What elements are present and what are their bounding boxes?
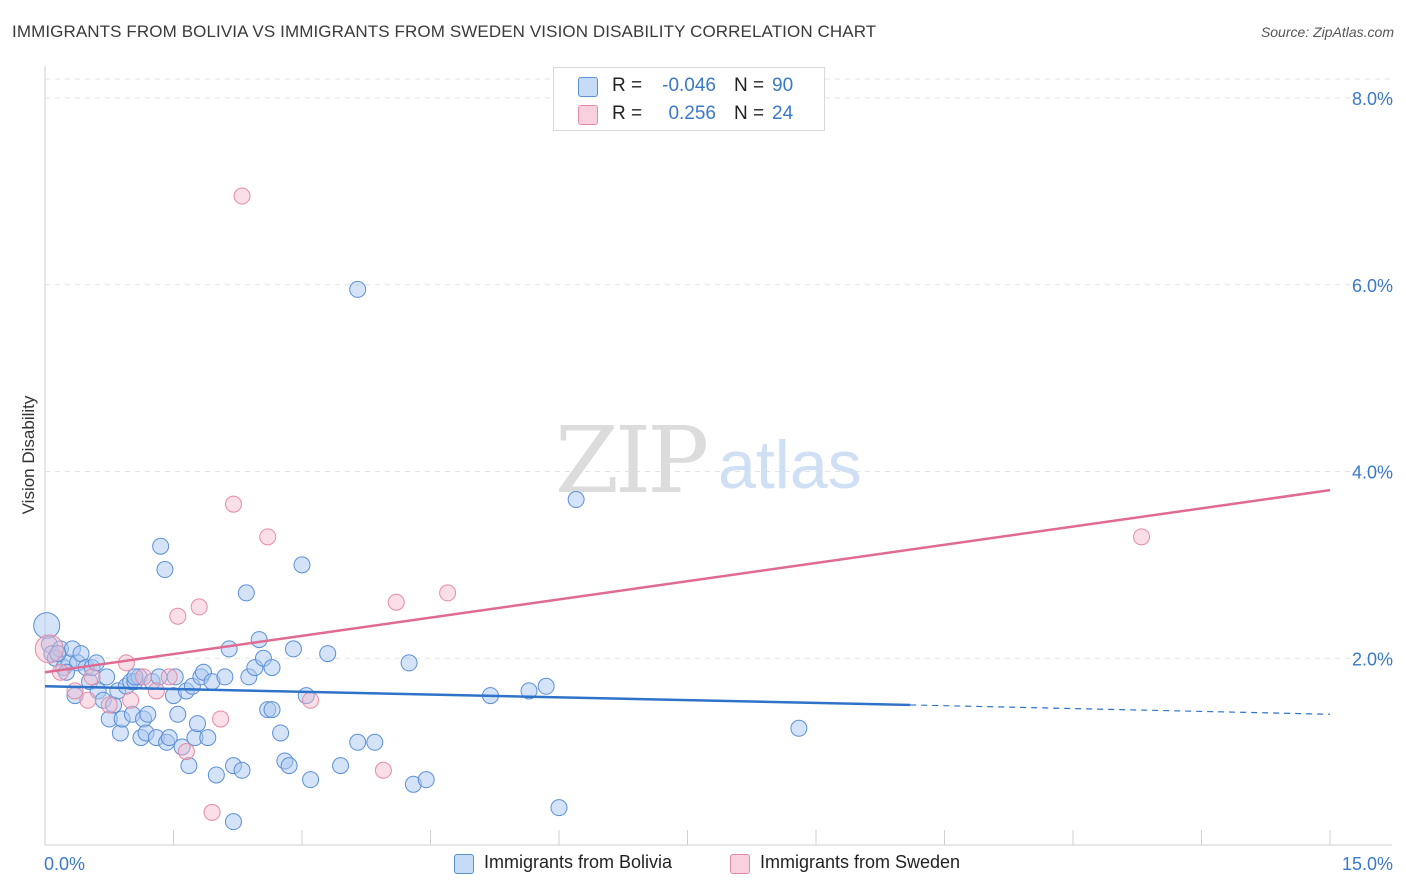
data-point-bolivia	[139, 705, 157, 723]
data-point-bolivia	[199, 729, 217, 747]
data-point-sweden	[160, 668, 178, 686]
y-tick-label: 8.0%	[1352, 89, 1393, 109]
y-tick-label: 6.0%	[1352, 276, 1393, 296]
data-point-sweden	[374, 761, 392, 779]
x-tick-label: 0.0%	[44, 854, 85, 874]
data-point-bolivia	[417, 771, 435, 789]
y-tick-label: 2.0%	[1352, 649, 1393, 669]
gridlines	[45, 78, 1392, 659]
trend-line-sweden	[44, 488, 1331, 674]
trend-lines	[44, 488, 1331, 715]
axes	[44, 66, 1392, 846]
n-value: 24	[772, 103, 794, 124]
legend-swatch-sweden	[578, 105, 598, 125]
watermark-atlas: atlas	[718, 427, 862, 503]
data-point-bolivia	[366, 733, 384, 751]
source-credit: Source: ZipAtlas.com	[1260, 24, 1394, 40]
tick-labels: 2.0% 4.0% 6.0% 8.0% 0.0% 15.0%	[44, 89, 1393, 874]
data-point-sweden	[439, 584, 457, 602]
y-axis-label: Vision Disability	[19, 395, 38, 514]
data-point-bolivia	[152, 537, 170, 555]
data-point-bolivia	[126, 668, 144, 686]
data-point-bolivia	[349, 733, 367, 751]
watermark: ZIP atlas	[555, 407, 862, 514]
data-point-bolivia	[319, 645, 337, 663]
data-point-sweden	[203, 803, 221, 821]
series-bolivia	[33, 280, 808, 831]
data-point-bolivia	[272, 724, 290, 742]
x-tick-label: 15.0%	[1342, 854, 1393, 874]
data-point-bolivia	[567, 491, 585, 509]
data-point-bolivia	[550, 799, 568, 817]
data-point-sweden	[34, 634, 64, 664]
data-point-sweden	[233, 187, 251, 205]
data-point-bolivia	[284, 640, 302, 658]
data-point-bolivia	[263, 659, 281, 677]
data-point-bolivia	[180, 757, 198, 775]
n-label: N =	[734, 75, 765, 96]
legend-label-bolivia: Immigrants from Bolivia	[484, 852, 673, 872]
data-point-bolivia	[166, 668, 184, 686]
legend-swatch-bolivia	[578, 77, 598, 97]
trend-line-bolivia-extension	[910, 704, 1331, 715]
r-label: R =	[612, 75, 643, 96]
data-point-sweden	[169, 607, 187, 625]
data-point-bolivia	[111, 724, 129, 742]
y-tick-label: 4.0%	[1352, 463, 1393, 483]
data-point-bolivia	[169, 705, 187, 723]
legend-swatch-sweden	[730, 854, 750, 874]
data-point-sweden	[224, 495, 242, 513]
data-point-bolivia	[233, 761, 251, 779]
trend-line-bolivia	[44, 685, 911, 707]
data-point-bolivia	[224, 813, 242, 831]
data-point-bolivia	[349, 280, 367, 298]
data-point-sweden	[177, 743, 195, 761]
data-point-bolivia	[237, 584, 255, 602]
data-point-bolivia	[537, 677, 555, 695]
series-legend: Immigrants from Bolivia Immigrants from …	[0, 852, 1406, 878]
n-value: 90	[772, 75, 794, 96]
data-point-sweden	[302, 691, 320, 709]
series-sweden	[34, 187, 1151, 821]
n-label: N =	[734, 103, 765, 124]
r-value: 0.256	[668, 103, 716, 124]
data-point-bolivia	[160, 729, 178, 747]
data-point-sweden	[79, 691, 97, 709]
data-point-bolivia	[220, 640, 238, 658]
data-point-sweden	[147, 682, 165, 700]
data-point-sweden	[83, 668, 101, 686]
data-point-bolivia	[520, 682, 538, 700]
data-point-sweden	[259, 528, 277, 546]
data-point-bolivia	[332, 757, 350, 775]
data-point-bolivia	[280, 757, 298, 775]
data-point-sweden	[212, 710, 230, 728]
data-point-bolivia	[400, 654, 418, 672]
chart-title: IMMIGRANTS FROM BOLIVIA VS IMMIGRANTS FR…	[12, 22, 877, 41]
data-point-bolivia	[263, 701, 281, 719]
data-point-sweden	[122, 691, 140, 709]
data-point-bolivia	[790, 719, 808, 737]
data-point-sweden	[117, 654, 135, 672]
data-point-bolivia	[302, 771, 320, 789]
data-point-bolivia	[156, 561, 174, 579]
data-point-bolivia	[207, 766, 225, 784]
legend-label-sweden: Immigrants from Sweden	[760, 852, 961, 872]
data-point-sweden	[1133, 528, 1151, 546]
data-point-bolivia	[250, 631, 268, 649]
data-point-bolivia	[188, 715, 206, 733]
data-point-sweden	[135, 668, 153, 686]
data-point-bolivia	[98, 668, 116, 686]
data-point-sweden	[51, 663, 69, 681]
data-point-sweden	[190, 598, 208, 616]
data-point-bolivia	[49, 645, 67, 663]
data-point-sweden	[100, 696, 118, 714]
data-point-bolivia	[293, 556, 311, 574]
r-value: -0.046	[662, 75, 716, 96]
stats-legend: R = -0.046 N = 90 R = 0.256 N = 24	[553, 67, 825, 131]
r-label: R =	[612, 103, 643, 124]
data-point-bolivia	[216, 668, 234, 686]
legend-swatch-bolivia	[454, 854, 474, 874]
data-point-sweden	[387, 593, 405, 611]
